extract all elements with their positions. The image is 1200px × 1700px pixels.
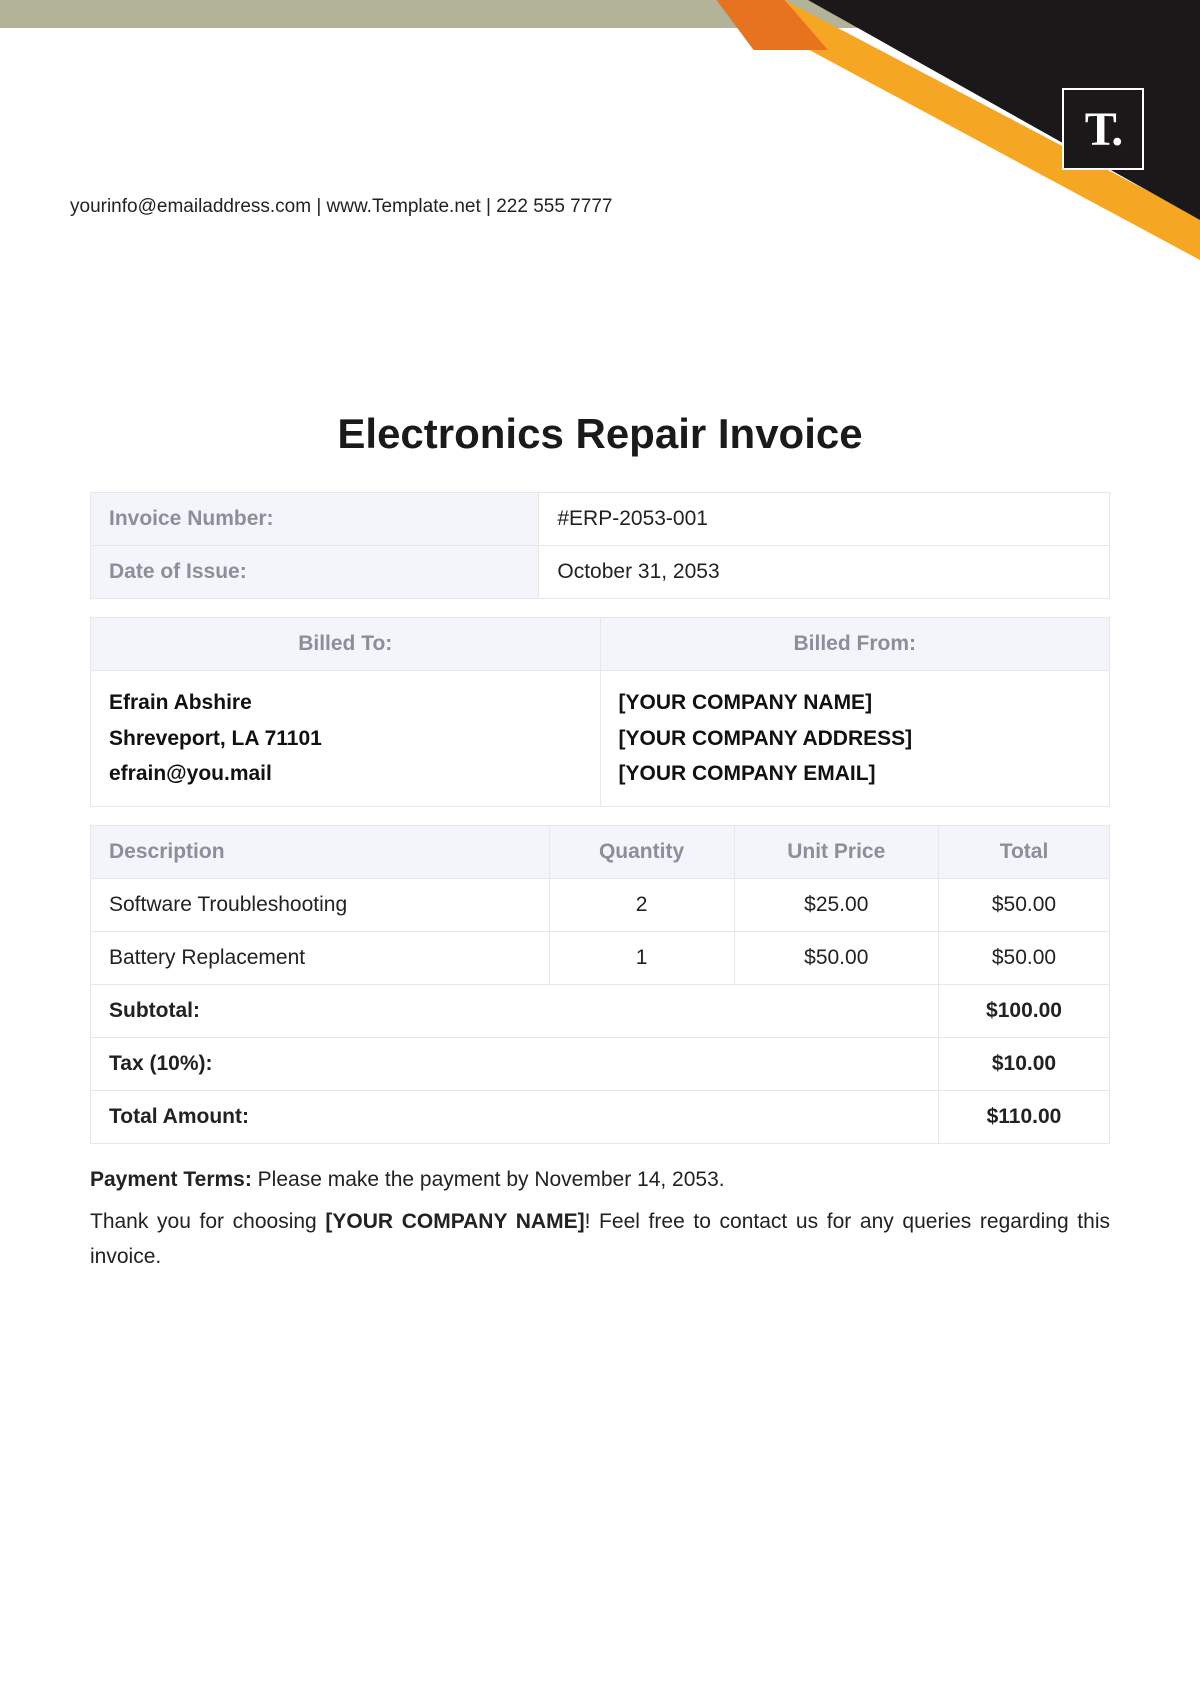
billed-from-address: [YOUR COMPANY ADDRESS]	[619, 721, 1092, 757]
col-header-total: Total	[938, 826, 1109, 879]
item-quantity: 2	[549, 879, 734, 932]
table-header-row: Description Quantity Unit Price Total	[91, 826, 1110, 879]
subtotal-row: Subtotal: $100.00	[91, 985, 1110, 1038]
table-row: Invoice Number: #ERP-2053-001	[91, 493, 1110, 546]
total-row: Total Amount: $110.00	[91, 1091, 1110, 1144]
content-area: Electronics Repair Invoice Invoice Numbe…	[90, 410, 1110, 1275]
header-contact-line: yourinfo@emailaddress.com | www.Template…	[70, 196, 612, 218]
item-total: $50.00	[938, 932, 1109, 985]
item-unit-price: $25.00	[734, 879, 938, 932]
item-quantity: 1	[549, 932, 734, 985]
billed-from-cell: [YOUR COMPANY NAME] [YOUR COMPANY ADDRES…	[600, 671, 1110, 807]
item-description: Software Troubleshooting	[91, 879, 550, 932]
billed-from-name: [YOUR COMPANY NAME]	[619, 685, 1092, 721]
billed-from-header: Billed From:	[600, 618, 1110, 671]
payment-terms-line: Payment Terms: Please make the payment b…	[90, 1162, 1110, 1198]
logo-badge: T.	[1062, 88, 1144, 170]
tax-value: $10.00	[938, 1038, 1109, 1091]
thank-you-company: [YOUR COMPANY NAME]	[325, 1210, 584, 1233]
invoice-number-value: #ERP-2053-001	[539, 493, 1110, 546]
table-row: Battery Replacement 1 $50.00 $50.00	[91, 932, 1110, 985]
col-header-description: Description	[91, 826, 550, 879]
table-row: Billed To: Billed From:	[91, 618, 1110, 671]
table-row: Date of Issue: October 31, 2053	[91, 546, 1110, 599]
billed-to-cell: Efrain Abshire Shreveport, LA 71101 efra…	[91, 671, 601, 807]
billed-to-email: efrain@you.mail	[109, 756, 582, 792]
thank-you-line: Thank you for choosing [YOUR COMPANY NAM…	[90, 1204, 1110, 1275]
tax-label: Tax (10%):	[91, 1038, 939, 1091]
line-items-table: Description Quantity Unit Price Total So…	[90, 825, 1110, 1144]
col-header-unit-price: Unit Price	[734, 826, 938, 879]
invoice-meta-table: Invoice Number: #ERP-2053-001 Date of Is…	[90, 492, 1110, 599]
table-row: Efrain Abshire Shreveport, LA 71101 efra…	[91, 671, 1110, 807]
page-title: Electronics Repair Invoice	[90, 410, 1110, 458]
invoice-page: T. yourinfo@emailaddress.com | www.Templ…	[0, 0, 1200, 1700]
parties-table: Billed To: Billed From: Efrain Abshire S…	[90, 617, 1110, 807]
date-of-issue-label: Date of Issue:	[91, 546, 539, 599]
billed-from-email: [YOUR COMPANY EMAIL]	[619, 756, 1092, 792]
billed-to-address: Shreveport, LA 71101	[109, 721, 582, 757]
item-total: $50.00	[938, 879, 1109, 932]
item-description: Battery Replacement	[91, 932, 550, 985]
total-value: $110.00	[938, 1091, 1109, 1144]
billed-to-name: Efrain Abshire	[109, 685, 582, 721]
tax-row: Tax (10%): $10.00	[91, 1038, 1110, 1091]
item-unit-price: $50.00	[734, 932, 938, 985]
table-row: Software Troubleshooting 2 $25.00 $50.00	[91, 879, 1110, 932]
invoice-number-label: Invoice Number:	[91, 493, 539, 546]
subtotal-label: Subtotal:	[91, 985, 939, 1038]
thank-you-pre: Thank you for choosing	[90, 1210, 325, 1233]
col-header-quantity: Quantity	[549, 826, 734, 879]
date-of-issue-value: October 31, 2053	[539, 546, 1110, 599]
logo-text: T.	[1085, 102, 1121, 157]
billed-to-header: Billed To:	[91, 618, 601, 671]
subtotal-value: $100.00	[938, 985, 1109, 1038]
total-label: Total Amount:	[91, 1091, 939, 1144]
payment-terms-label: Payment Terms:	[90, 1168, 252, 1191]
payment-terms-text: Please make the payment by November 14, …	[252, 1168, 725, 1191]
